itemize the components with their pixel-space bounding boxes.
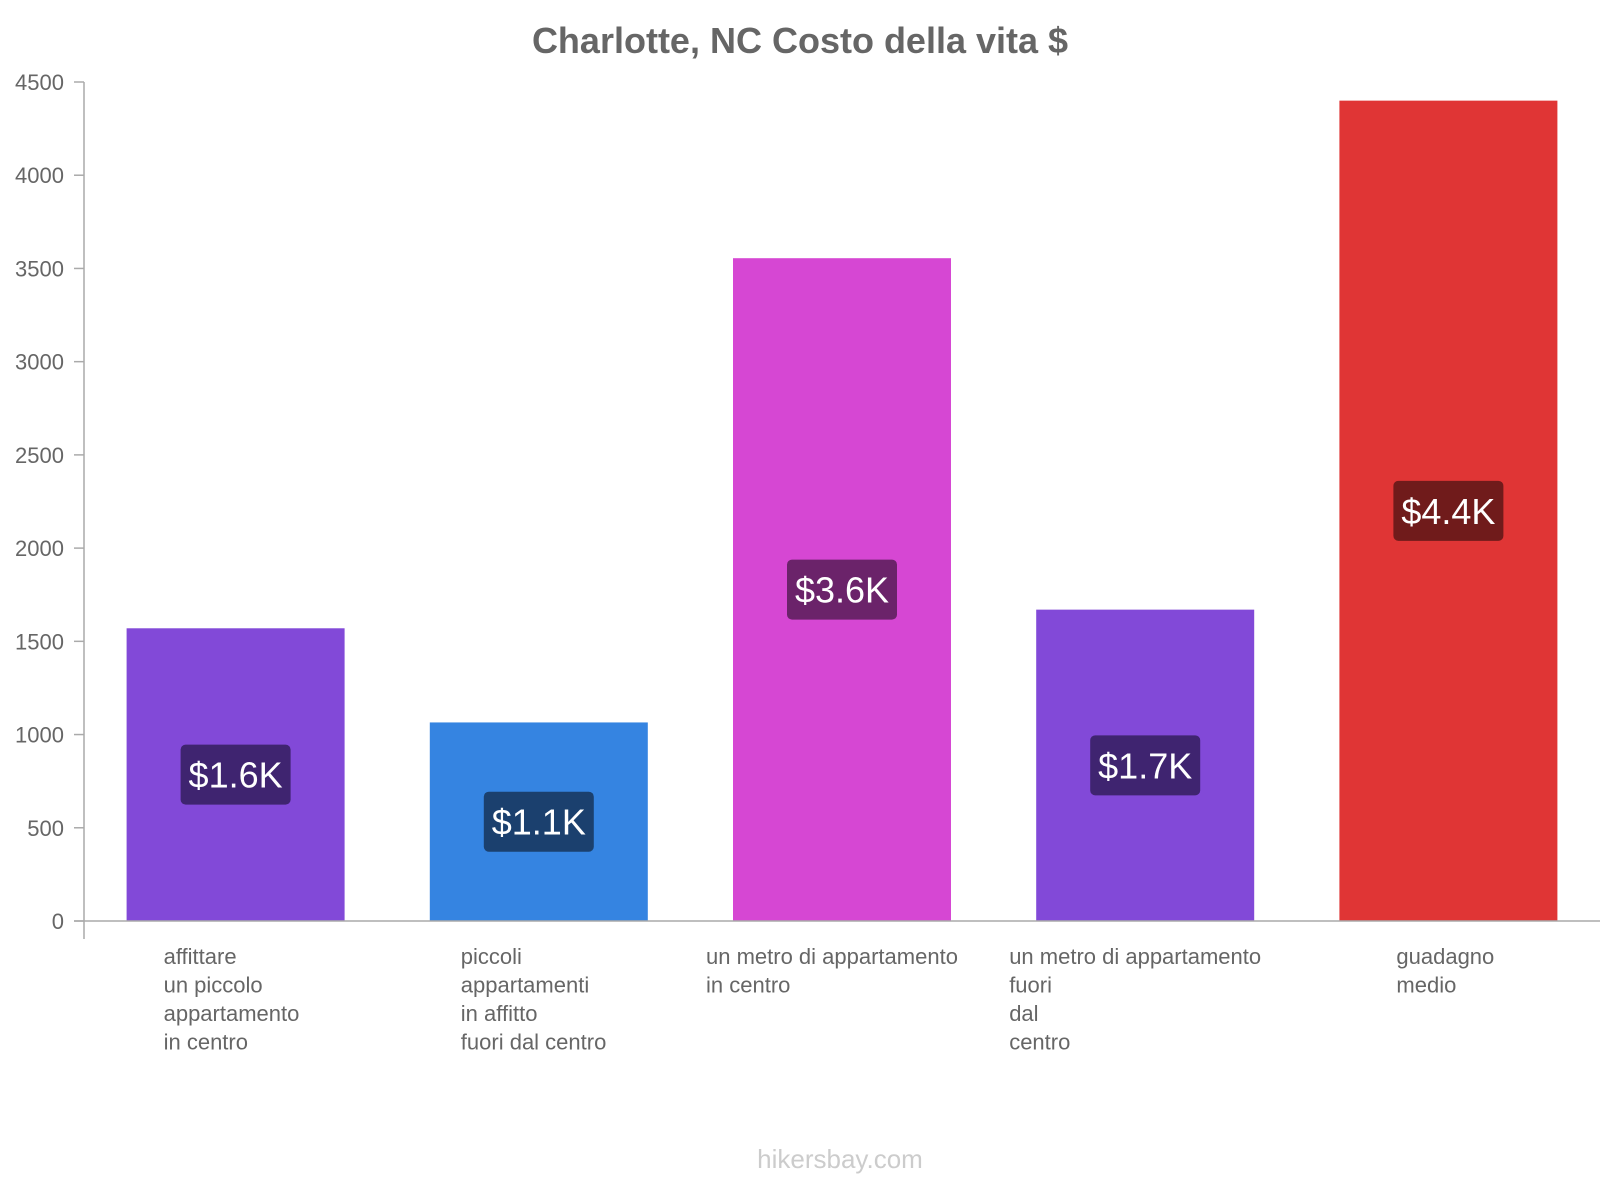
chart-title: Charlotte, NC Costo della vita $ <box>532 20 1068 61</box>
category-label-line: appartamenti <box>461 973 589 998</box>
y-tick-label: 2000 <box>15 536 64 561</box>
category-label-line: affittare <box>164 944 237 969</box>
category-label-line: centro <box>1009 1030 1070 1055</box>
category-label-line: un metro di appartamento <box>1009 944 1261 969</box>
category-label-line: guadagno <box>1396 944 1494 969</box>
y-tick-label: 1500 <box>15 629 64 654</box>
value-labels: $1.6K $1.1K $3.6K $1.7K $4.4K <box>180 480 1504 852</box>
category-label: un metro di appartamento in centro <box>706 944 958 998</box>
value-label: $1.7K <box>1098 745 1192 786</box>
category-labels: affittare un piccolo appartamento in centro… <box>164 944 1495 1055</box>
value-label: $3.6K <box>795 570 889 611</box>
y-tick-label: 2500 <box>15 443 64 468</box>
category-label: piccoli appartamenti in affitto fuori dal c… <box>461 944 607 1055</box>
value-label-box <box>1393 480 1504 541</box>
category-label: affittare un piccolo appartamento in centro <box>164 944 300 1055</box>
category-label-line: dal <box>1009 1001 1038 1026</box>
category-label-line: appartamento <box>164 1001 300 1026</box>
y-tick-label: 0 <box>52 909 64 934</box>
value-label: $1.1K <box>492 802 586 843</box>
value-label-box <box>787 559 897 620</box>
category-label-line: fuori <box>1009 973 1052 998</box>
y-tick-label: 500 <box>27 816 64 841</box>
category-label: un metro di appartamento fuori dal centro <box>1009 944 1261 1055</box>
category-label: guadagno medio <box>1396 944 1494 998</box>
category-label-line: un metro di appartamento <box>706 944 958 969</box>
y-tick-label: 4500 <box>15 70 64 95</box>
value-label-box <box>1090 735 1201 796</box>
y-tick-label: 3500 <box>15 256 64 281</box>
value-label: $4.4K <box>1401 491 1495 532</box>
value-label: $1.6K <box>189 755 283 796</box>
bars <box>126 100 1558 921</box>
value-label-box <box>483 791 594 852</box>
y-axis: 0 500 1000 1500 2000 2500 3000 3500 4000 4500 <box>15 70 85 939</box>
category-label-line: in affitto <box>461 1001 538 1026</box>
y-tick-label: 3000 <box>15 350 64 375</box>
category-label-line: piccoli <box>461 944 522 969</box>
category-label-line: fuori dal centro <box>461 1030 607 1055</box>
category-label-line: in centro <box>706 973 790 998</box>
category-label-line: in centro <box>164 1030 248 1055</box>
y-tick-label: 1000 <box>15 723 64 748</box>
y-tick-label: 4000 <box>15 163 64 188</box>
watermark: hikersbay.com <box>757 1144 923 1174</box>
value-label-box <box>180 744 291 805</box>
category-label-line: un piccolo <box>164 973 263 998</box>
category-label-line: medio <box>1396 973 1456 998</box>
